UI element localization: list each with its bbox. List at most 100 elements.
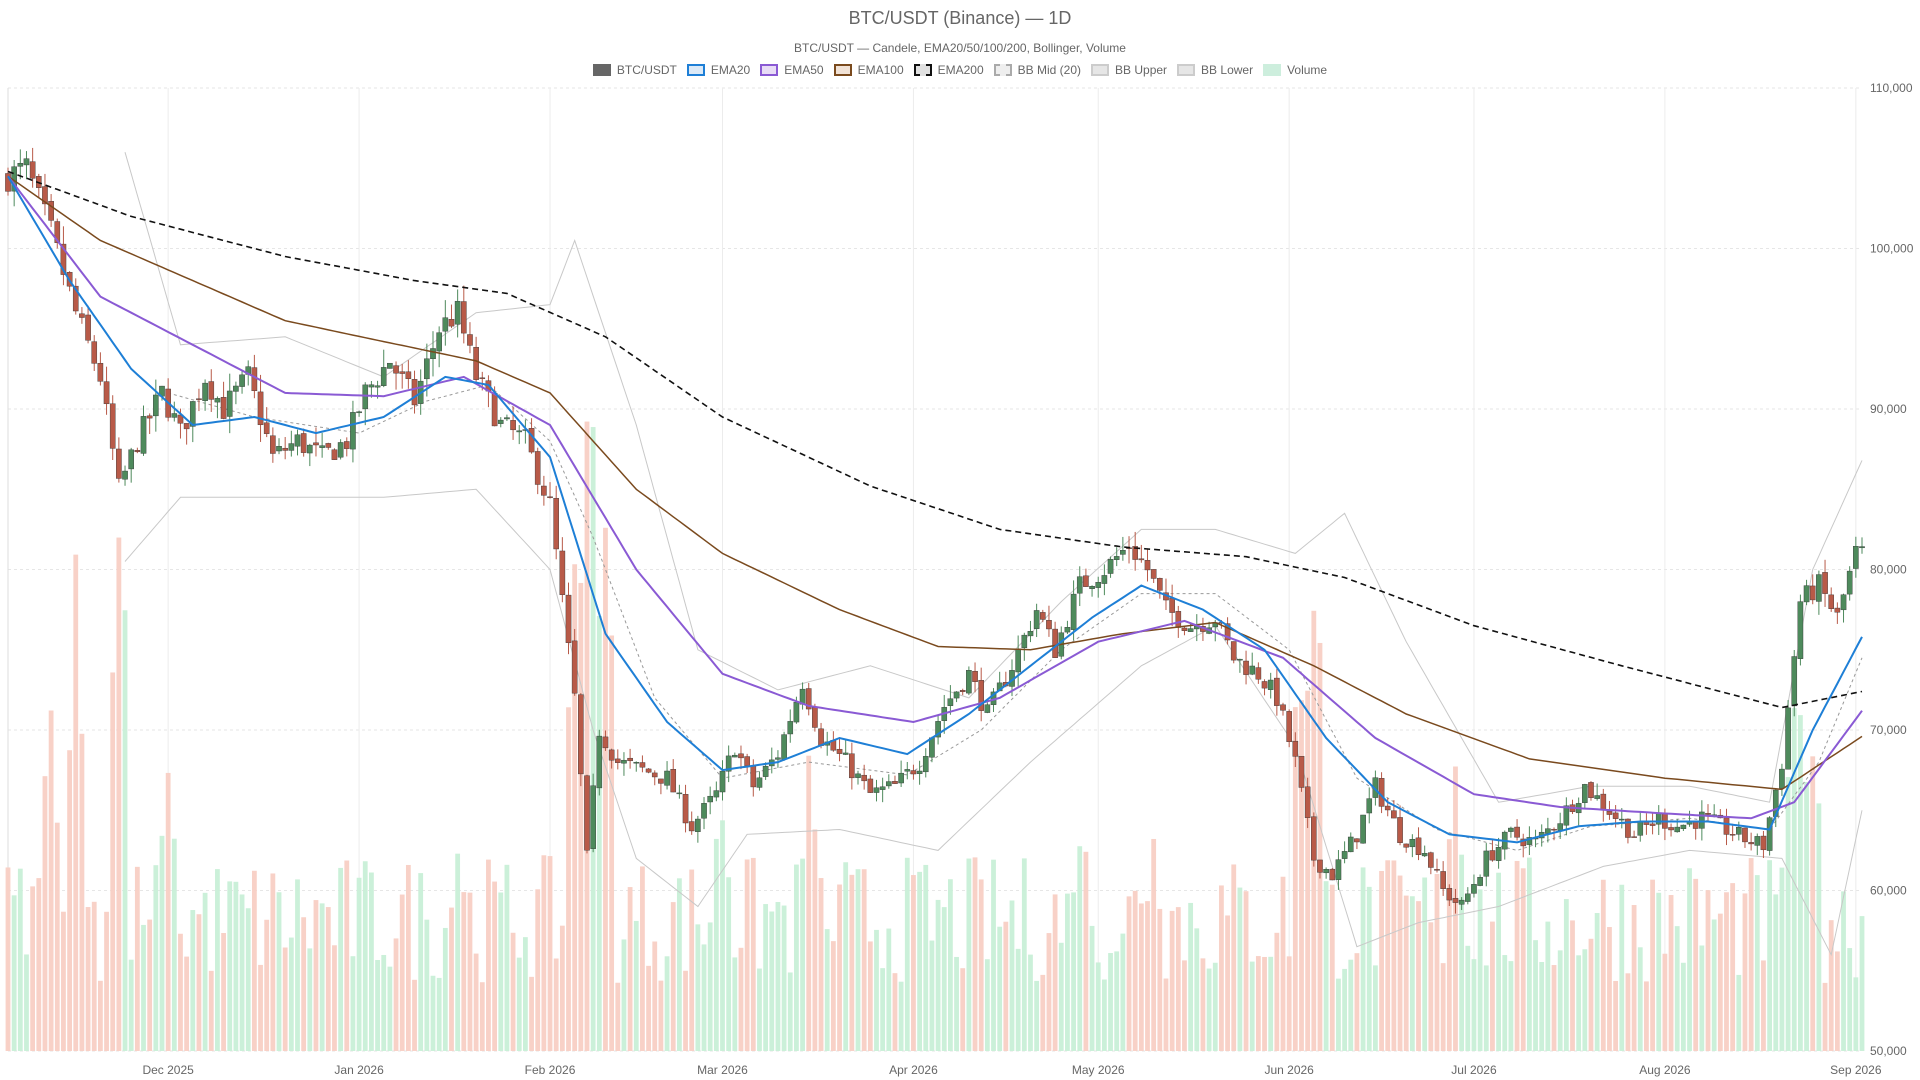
candle-body [48,201,54,221]
candle-body [1070,593,1077,630]
candle-body [775,757,781,760]
candle-body [196,398,202,400]
volume-bar [1502,955,1508,1051]
volume-bar [578,582,584,1051]
candle-body [122,470,128,480]
volume-bar [1385,860,1391,1051]
volume-bar [1126,896,1132,1051]
volume-bar [270,873,276,1051]
volume-bar [757,968,762,1051]
volume-bar [1379,870,1384,1051]
legend-item[interactable]: Volume [1263,63,1327,77]
candle-body [1464,893,1471,902]
candle-body [658,778,664,784]
candle-body [91,341,98,364]
candle-body [664,770,670,786]
volume-bar [1761,960,1766,1051]
candle-body [1317,859,1323,873]
volume-bar [1637,947,1643,1051]
candle-body [1779,768,1785,789]
candle-body [1452,898,1459,903]
candle-body [140,416,147,454]
candle-body [1428,852,1434,868]
candle-body [861,774,867,782]
volume-bar [153,865,159,1051]
volume-bar [356,877,362,1051]
candle-body [1415,837,1422,855]
volume-bar [1471,959,1477,1051]
volume-bar [307,948,313,1051]
candle-body [380,367,387,386]
candle-body [614,758,621,763]
volume-bar [405,864,411,1051]
candle-body [1582,784,1588,803]
candle-body [146,415,153,419]
volume-bar [1360,867,1366,1051]
volume-bar [1526,857,1532,1051]
candle-body [442,317,449,332]
volume-bar [1508,961,1514,1051]
candle-body [1822,572,1828,594]
volume-bar [880,968,886,1051]
legend-item[interactable]: EMA50 [760,63,824,77]
volume-bar [61,911,66,1051]
legend-item[interactable]: BB Upper [1091,63,1167,77]
candle-body [1224,623,1231,641]
volume-bar [1841,891,1846,1051]
candle-body [1446,888,1453,901]
volume-bar [855,869,861,1051]
candle-body [399,371,406,374]
volume-bar [442,927,448,1051]
candle-body [54,221,61,243]
legend-swatch [592,64,611,76]
volume-bar [276,892,282,1051]
legend-item[interactable]: EMA200 [913,63,984,77]
candle-body [1181,627,1188,631]
candle-body [1366,798,1373,814]
volume-bar [1594,913,1600,1051]
volume-bar [572,564,578,1051]
candle-body [886,781,892,787]
volume-bar [522,937,528,1051]
volume-bar [1748,858,1754,1051]
volume-bar [1299,700,1304,1051]
volume-bar [1274,932,1280,1051]
candle-body [1421,853,1428,857]
volume-bar [818,878,824,1051]
legend-item[interactable]: BB Mid (20) [993,63,1081,77]
volume-bar [1607,927,1612,1051]
volume-bar [1262,956,1267,1051]
candle-body [1064,627,1071,633]
volume-bar [627,887,633,1051]
volume-bar [978,879,984,1051]
candle-body [1477,877,1483,886]
legend-item[interactable]: BB Lower [1177,63,1253,77]
volume-bar [566,707,571,1051]
volume-bar [972,857,978,1051]
candle-body [1853,546,1859,569]
candle-body [362,384,369,410]
legend-item[interactable]: EMA100 [833,63,904,77]
x-tick-label: Jul 2026 [1451,1063,1497,1077]
volume-bar [467,892,473,1051]
volume-bar [1798,715,1803,1051]
candle-body [393,365,399,374]
volume-bar [11,895,17,1051]
volume-bar [67,750,72,1051]
candle-body [959,690,966,692]
volume-bar [227,881,233,1051]
candle-body [473,347,479,380]
volume-bar [867,941,873,1051]
volume-bar [313,900,319,1051]
volume-bar [1440,963,1446,1051]
legend-item[interactable]: BTC/USDT [592,63,677,77]
volume-bar [1225,915,1230,1051]
legend-item[interactable]: EMA20 [686,63,750,77]
volume-bar [338,867,344,1051]
candle-body [1360,814,1366,844]
volume-bar [1576,955,1582,1051]
volume-bar [769,911,775,1051]
candle-body [1169,598,1175,613]
candle-body [1354,838,1360,843]
volume-bar [664,956,670,1051]
